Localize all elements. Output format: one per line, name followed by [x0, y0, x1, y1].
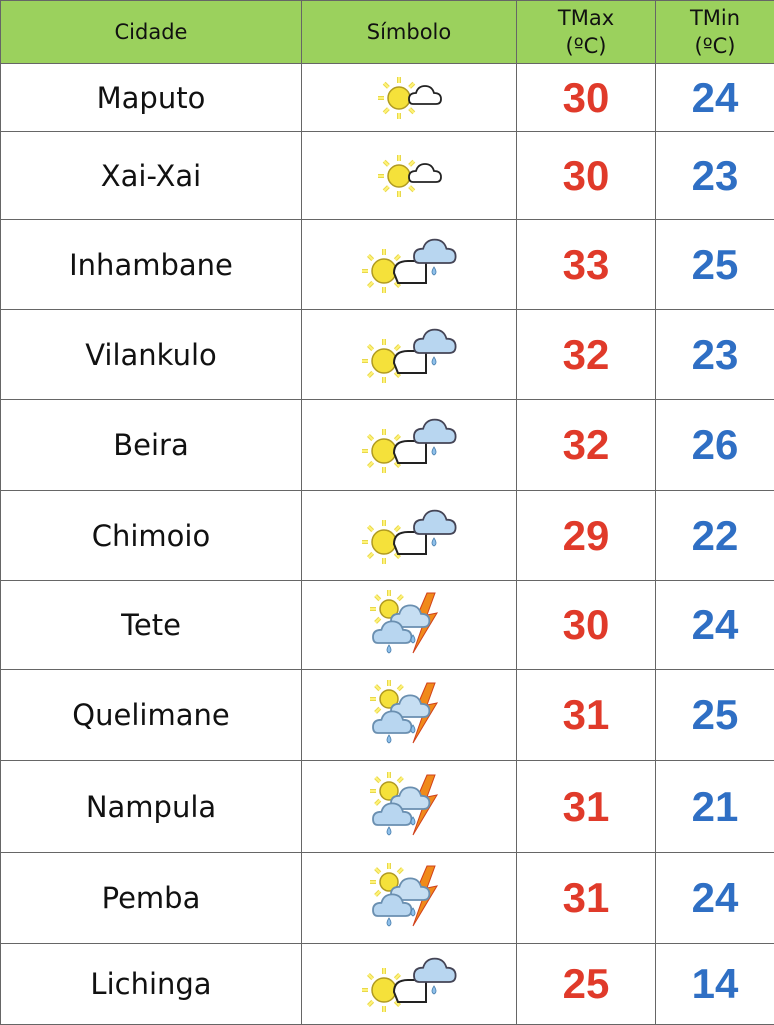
- tmin-value: 22: [656, 491, 774, 581]
- city-name: Beira: [1, 400, 302, 491]
- tmax-value: 31: [517, 853, 656, 944]
- thunderstorm-icon: [302, 862, 516, 934]
- sun-cloud-rain-icon: [302, 504, 516, 568]
- tmin-value: 24: [656, 64, 774, 132]
- city-name: Quelimane: [1, 670, 302, 761]
- city-name: Vilankulo: [1, 310, 302, 400]
- header-tmin-label: TMin: [690, 6, 740, 30]
- header-row: Cidade Símbolo TMax (ºC) TMin (ºC): [1, 1, 774, 64]
- tmin-value: 23: [656, 310, 774, 400]
- tmin-value: 21: [656, 761, 774, 853]
- header-tmax-unit: (ºC): [566, 34, 607, 58]
- header-city: Cidade: [1, 1, 302, 64]
- sun-cloud-rain-icon: [302, 413, 516, 477]
- tmin-value: 24: [656, 581, 774, 670]
- header-tmin: TMin (ºC): [656, 1, 774, 64]
- tmax-value: 25: [517, 944, 656, 1025]
- weather-symbol-cell: [302, 581, 517, 670]
- table-row: Beira 32 26: [1, 400, 774, 491]
- tmin-value: 14: [656, 944, 774, 1025]
- header-tmin-unit: (ºC): [695, 34, 736, 58]
- table-row: Vilankulo 32 23: [1, 310, 774, 400]
- weather-symbol-cell: [302, 132, 517, 220]
- tmax-value: 31: [517, 670, 656, 761]
- table-row: Nampula 31 21: [1, 761, 774, 853]
- tmax-value: 30: [517, 581, 656, 670]
- weather-symbol-cell: [302, 853, 517, 944]
- weather-symbol-cell: [302, 64, 517, 132]
- tmin-value: 26: [656, 400, 774, 491]
- table-row: Pemba 31 24: [1, 853, 774, 944]
- thunderstorm-icon: [302, 589, 516, 661]
- sun-cloud-icon: [302, 148, 516, 204]
- tmin-value: 23: [656, 132, 774, 220]
- city-name: Maputo: [1, 64, 302, 132]
- tmax-value: 32: [517, 400, 656, 491]
- weather-symbol-cell: [302, 220, 517, 310]
- table-row: Lichinga 25 14: [1, 944, 774, 1025]
- tmin-value: 24: [656, 853, 774, 944]
- weather-symbol-cell: [302, 400, 517, 491]
- header-tmax-label: TMax: [558, 6, 614, 30]
- city-name: Chimoio: [1, 491, 302, 581]
- tmax-value: 32: [517, 310, 656, 400]
- city-name: Inhambane: [1, 220, 302, 310]
- header-tmax: TMax (ºC): [517, 1, 656, 64]
- tmax-value: 30: [517, 64, 656, 132]
- city-name: Tete: [1, 581, 302, 670]
- sun-cloud-rain-icon: [302, 233, 516, 297]
- weather-symbol-cell: [302, 944, 517, 1025]
- table-row: Tete 30 24: [1, 581, 774, 670]
- tmax-value: 33: [517, 220, 656, 310]
- tmax-value: 31: [517, 761, 656, 853]
- sun-cloud-icon: [302, 70, 516, 126]
- tmax-value: 29: [517, 491, 656, 581]
- thunderstorm-icon: [302, 771, 516, 843]
- city-name: Xai-Xai: [1, 132, 302, 220]
- weather-symbol-cell: [302, 310, 517, 400]
- weather-symbol-cell: [302, 761, 517, 853]
- weather-symbol-cell: [302, 670, 517, 761]
- table-row: Quelimane 31 25: [1, 670, 774, 761]
- table-row: Chimoio 29 22: [1, 491, 774, 581]
- tmin-value: 25: [656, 670, 774, 761]
- table-row: Inhambane 33 25: [1, 220, 774, 310]
- sun-cloud-rain-icon: [302, 952, 516, 1016]
- thunderstorm-icon: [302, 679, 516, 751]
- weather-symbol-cell: [302, 491, 517, 581]
- table-row: Xai-Xai 30 23: [1, 132, 774, 220]
- city-name: Lichinga: [1, 944, 302, 1025]
- header-symbol: Símbolo: [302, 1, 517, 64]
- city-name: Nampula: [1, 761, 302, 853]
- tmin-value: 25: [656, 220, 774, 310]
- table-row: Maputo 30 24: [1, 64, 774, 132]
- sun-cloud-rain-icon: [302, 323, 516, 387]
- tmax-value: 30: [517, 132, 656, 220]
- city-name: Pemba: [1, 853, 302, 944]
